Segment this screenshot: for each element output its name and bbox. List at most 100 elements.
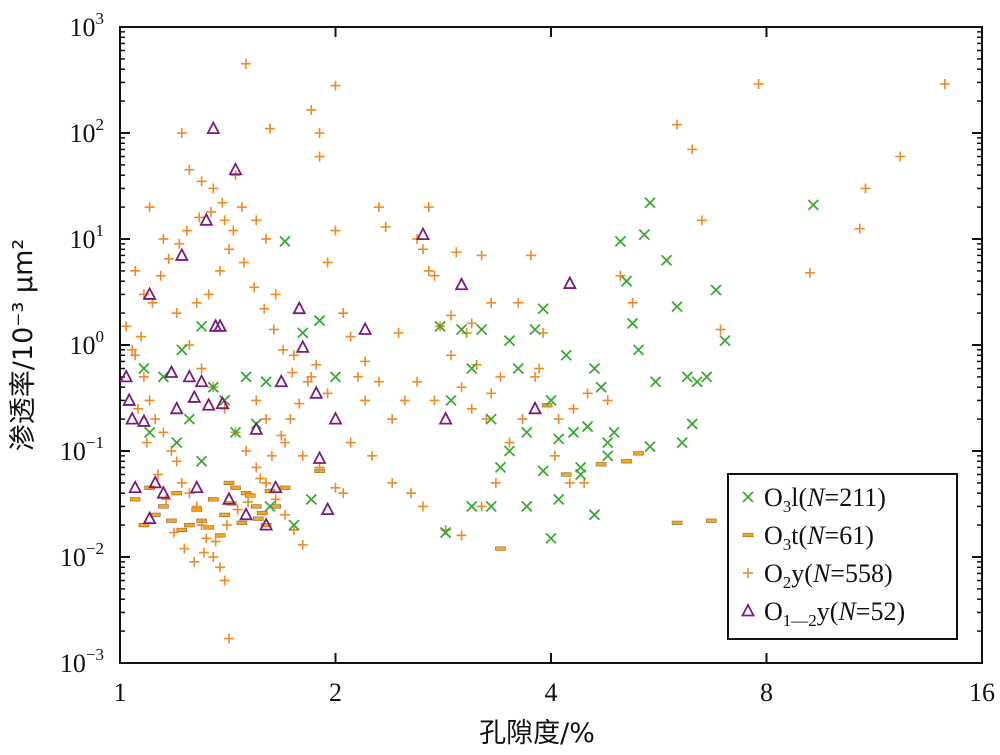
point-o2y	[490, 477, 501, 488]
point-o2y	[184, 488, 195, 499]
point-o3t	[252, 516, 264, 521]
point-o3l	[329, 371, 342, 383]
point-o3t	[260, 522, 272, 528]
point-o2y	[196, 520, 207, 531]
point-o3l	[264, 500, 276, 513]
point-o3t	[706, 518, 717, 523]
series-o3l	[138, 197, 819, 544]
point-o3t	[671, 520, 683, 525]
point-o2y	[261, 234, 272, 244]
point-o2y	[399, 395, 410, 406]
point-o2y	[136, 331, 147, 342]
point-o2y	[513, 297, 524, 308]
point-o3l	[143, 426, 156, 438]
point-o2y	[330, 482, 341, 493]
point-o12y	[189, 479, 204, 494]
point-o12y	[292, 300, 307, 315]
point-o12y	[194, 373, 209, 388]
point-o2y	[219, 215, 230, 226]
point-o2y	[171, 308, 182, 319]
point-o2y	[171, 456, 182, 467]
point-o3t	[176, 527, 188, 533]
y-tick-label: 103	[70, 9, 105, 42]
point-o2y	[481, 414, 492, 425]
point-o2y	[456, 382, 467, 393]
point-o3l	[288, 519, 300, 531]
point-o3l	[671, 301, 683, 313]
point-o12y	[182, 368, 197, 383]
point-o12y	[416, 226, 430, 241]
point-o12y	[454, 276, 469, 291]
point-o2y	[198, 547, 209, 558]
point-o3t	[236, 520, 248, 525]
point-o12y	[201, 397, 216, 411]
point-o2y	[121, 321, 132, 332]
point-o2y	[184, 164, 195, 175]
point-o2y	[241, 58, 252, 69]
point-o3l	[521, 500, 533, 513]
point-o2y	[504, 437, 515, 448]
point-o2y	[166, 446, 177, 456]
point-o2y	[360, 356, 371, 367]
point-o3l	[494, 461, 507, 474]
point-o2y	[380, 221, 391, 232]
point-o2y	[345, 331, 356, 342]
point-o2y	[176, 477, 187, 488]
point-o2y	[268, 324, 279, 335]
point-o2y	[627, 297, 638, 308]
point-o3l	[553, 493, 565, 505]
point-o2y	[387, 414, 398, 425]
legend-entry-o3t: O3t(N=61)	[764, 521, 874, 554]
point-o2y	[615, 270, 626, 281]
point-o2y	[208, 552, 219, 562]
point-o2y	[302, 376, 313, 387]
point-o3l	[485, 500, 497, 513]
point-o2y	[205, 206, 216, 217]
point-o2y	[696, 215, 707, 226]
point-o12y	[174, 247, 189, 261]
point-o12y	[741, 603, 755, 617]
point-o2y	[141, 437, 152, 448]
point-o12y	[164, 364, 179, 378]
point-o3l	[807, 199, 819, 211]
point-o3l	[602, 450, 614, 462]
point-o2y	[259, 303, 270, 314]
point-o2y	[161, 494, 172, 505]
point-o3l	[297, 327, 309, 339]
y-axis-title: 渗透率/10⁻³ μm²	[8, 239, 39, 451]
point-o12y	[187, 389, 202, 403]
point-o3l	[195, 455, 208, 467]
point-o2y	[804, 267, 815, 278]
x-axis-ticks: 1 2 4 8 16	[114, 27, 995, 707]
point-o3l	[537, 303, 549, 315]
point-o3l	[638, 228, 650, 241]
legend: O3l(N=211) O3t(N=61) O2y(N=558) O1—2y(N=52)	[727, 473, 958, 640]
point-o3l	[614, 235, 627, 247]
point-o2y	[144, 395, 155, 406]
point-o3l	[602, 436, 614, 449]
point-o2y	[251, 395, 262, 406]
y-tick-label: 100	[70, 327, 105, 360]
point-o2y	[446, 310, 457, 321]
point-o2y	[373, 202, 384, 213]
point-o3l	[434, 320, 446, 332]
point-o12y	[274, 373, 289, 388]
point-o2y	[276, 430, 287, 441]
point-o12y	[268, 479, 283, 494]
point-o3l	[466, 500, 478, 513]
point-o12y	[528, 400, 543, 415]
point-o2y	[530, 371, 541, 382]
point-o2y	[270, 289, 281, 300]
point-o12y	[148, 474, 163, 489]
point-o2y	[287, 367, 298, 378]
point-o3l	[649, 376, 662, 388]
point-o2y	[288, 350, 299, 361]
point-o2y	[155, 270, 166, 281]
point-o12y	[249, 421, 264, 435]
point-o3l	[512, 362, 524, 375]
series-o12y	[119, 120, 577, 531]
point-o12y	[199, 212, 214, 226]
point-o3t	[214, 533, 226, 538]
point-o2y	[549, 450, 560, 461]
